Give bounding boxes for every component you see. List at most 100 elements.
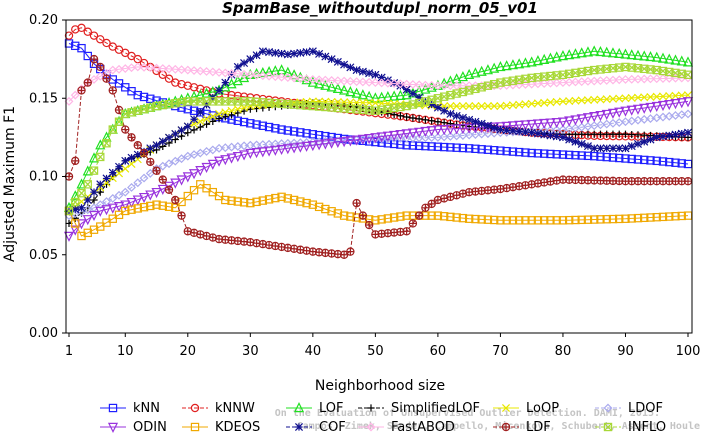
point-FastABOD-31 [252,70,262,80]
point-FastABOD-34 [270,72,280,82]
x-tick-label-10: 100 [676,344,701,359]
point-LOF-4 [82,165,93,176]
point-KDEOS-29 [239,198,249,207]
point-ODIN-5 [88,210,100,222]
point-kNNW-4 [83,27,92,36]
point-FastABOD-57 [414,80,424,90]
point-ODIN-46 [345,136,356,147]
point-kNN-85 [590,151,599,161]
point-LDF-32 [258,239,268,249]
point-LoOP-96 [658,92,668,101]
point-KDEOS-31 [252,197,261,207]
point-KDEOS-30 [246,198,255,208]
point-kNN-12 [133,90,142,100]
point-KDEOS-98 [671,212,680,221]
point-LoOP-81 [565,97,574,106]
point-ODIN-27 [226,153,237,164]
point-KDEOS-27 [227,196,236,205]
point-kNN-38 [296,128,305,137]
point-LoOP-88 [608,94,617,103]
point-ODIN-48 [357,134,368,145]
point-COF-30 [246,55,255,64]
point-LDOF-60 [433,132,443,142]
point-LDF-13 [139,148,149,158]
point-KDEOS-81 [565,215,574,225]
point-ODIN-32 [257,147,268,158]
point-LoOP-90 [621,94,630,103]
point-FastABOD-61 [439,81,449,91]
point-ODIN-89 [614,107,625,118]
point-FastABOD-58 [420,80,430,90]
point-ODIN-2 [70,225,81,236]
point-kNNW-5 [89,31,99,40]
point-COF-7 [102,174,111,183]
point-COF-89 [615,144,624,153]
point-kNN-76 [533,149,543,158]
point-LoOP-26 [221,108,230,117]
series-line-LDF [68,58,688,256]
point-ODIN-99 [676,98,687,109]
point-FastABOD-55 [402,79,412,89]
point-LoOP-78 [546,98,555,107]
point-COF-25 [215,86,224,95]
point-COF-36 [283,50,292,59]
point-kNN-32 [258,121,268,130]
point-ODIN-12 [132,195,143,206]
point-COF-6 [96,180,105,189]
point-COF-40 [308,47,317,56]
point-ODIN-26 [220,155,231,166]
point-KDEOS-16 [158,201,167,210]
point-KDEOS-90 [621,214,630,223]
legend-item-ODIN: ODIN [100,420,167,434]
legend-marker-KDEOS [190,422,200,432]
point-LDOF-58 [420,133,430,143]
point-LoOP-70 [496,102,505,111]
legend-label-SimplifiedLOF: SimplifiedLOF [391,401,480,416]
point-FastABOD-41 [314,75,324,85]
point-LDF-56 [408,219,418,228]
y-tick-label-1: 0.05 [29,248,58,263]
legend-marker-SimplifiedLOF [367,404,375,412]
plot-area [63,23,694,259]
point-LoOP-85 [590,95,599,104]
point-LoOP-71 [502,101,511,110]
point-COF-70 [496,125,505,134]
point-LOF-53 [389,90,400,101]
point-LDOF-62 [445,131,455,141]
point-KDEOS-85 [590,215,599,224]
point-ODIN-10 [120,200,131,211]
point-LOF-65 [464,68,475,79]
point-LDOF-37 [289,138,299,148]
point-ODIN-59 [426,126,437,137]
point-LDF-48 [358,211,368,220]
legend-label-kNNW: kNNW [215,401,255,416]
point-LDF-15 [152,166,161,175]
point-LOF-16 [157,98,168,109]
point-LDOF-19 [177,154,186,164]
point-KDEOS-50 [371,216,380,225]
point-ODIN-93 [639,103,650,114]
x-tick-label-2: 20 [180,344,197,359]
legend-marker-LDOF [603,403,613,413]
point-FastABOD-92 [633,74,643,84]
point-COF-37 [290,49,299,58]
point-LOF-37 [289,69,300,80]
point-COF-61 [440,106,449,115]
point-LDOF-9 [114,190,124,200]
legend-item-SimplifiedLOF: SimplifiedLOF [358,401,480,416]
point-kNN-67 [477,145,486,154]
point-COF-69 [490,123,499,132]
point-ODIN-56 [407,128,418,139]
point-FastABOD-53 [389,79,399,88]
point-FastABOD-43 [327,75,337,85]
point-ODIN-11 [126,197,137,209]
point-LoOP-97 [665,92,674,101]
point-ODIN-53 [389,130,400,141]
point-COF-64 [458,113,467,122]
point-KDEOS-40 [308,200,318,209]
point-LOF-33 [264,66,275,77]
point-kNN-66 [471,144,480,153]
point-LoOP-67 [477,102,486,111]
point-COF-74 [521,128,530,137]
point-kNNW-16 [158,70,167,79]
